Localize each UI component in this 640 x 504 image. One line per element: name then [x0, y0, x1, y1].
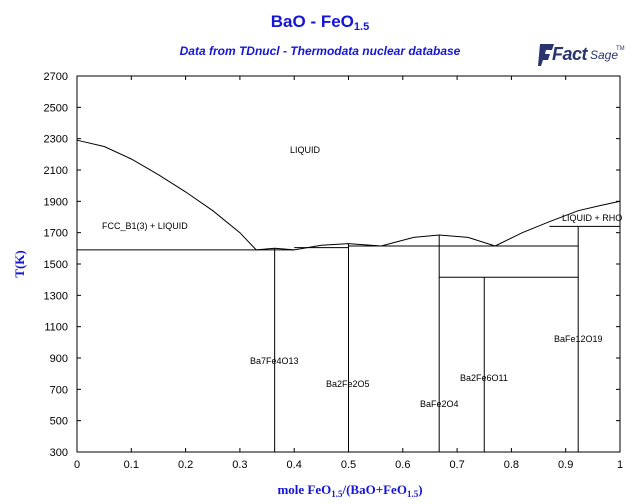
y-tick-label: 1500 [44, 259, 68, 271]
y-tick-label: 700 [50, 384, 68, 396]
x-tick-labels: 0 0.1 0.2 0.3 0.4 0.5 0.6 0.7 0.8 0.9 1 [74, 459, 623, 471]
y-tick-label: 500 [50, 416, 68, 428]
factsage-logo: Fact Sage TM [538, 40, 625, 72]
y-tick-label: 1900 [44, 196, 68, 208]
diagram-title: BaO - FeO1.5 [0, 12, 640, 33]
y-tick-labels: 300 500 700 900 1100 1300 1500 1700 1900 2100 2300… [44, 71, 68, 459]
y-tick-label: 900 [50, 353, 68, 365]
region-bafe12o19: BaFe12O19 [554, 334, 603, 344]
bafe12o19-liquidus-curve [494, 200, 621, 247]
xlabel-part-3: ) [418, 482, 423, 497]
x-tick-label: 0.9 [558, 459, 573, 471]
logo-trademark: TM [616, 46, 625, 52]
x-tick-label: 0.8 [504, 459, 519, 471]
x-tick-label: 1 [617, 459, 623, 471]
logo-fact: Fact [552, 44, 588, 64]
y-tick-label: 1100 [44, 322, 68, 334]
region-bafe2o4: BaFe2O4 [420, 399, 459, 409]
x-tick-label: 0.1 [124, 459, 139, 471]
region-ba2fe6o11: Ba2Fe6O11 [460, 373, 508, 383]
region-liquid: LIQUID [290, 145, 321, 155]
title-subscript: 1.5 [353, 21, 370, 33]
x-tick-label: 0.3 [232, 459, 247, 471]
y-tick-label: 1300 [44, 290, 68, 302]
y-tick-label: 2500 [44, 102, 68, 114]
region-liquid-rho: LIQUID + RHO [562, 213, 622, 223]
x-tick-label: 0 [74, 459, 80, 471]
logo-sage: Sage [590, 48, 619, 62]
ba2fe2o5-dome-curve [294, 243, 382, 251]
region-ba7fe4o13: Ba7Fe4O13 [250, 356, 299, 366]
ba7fe4o13-dome-curve [256, 247, 295, 251]
y-tick-label: 2700 [44, 71, 68, 83]
bafe2o4-dome-curve [380, 234, 496, 247]
region-ba2fe2o5: Ba2Fe2O5 [326, 379, 370, 389]
xlabel-part-2: /(BaO+FeO [342, 482, 407, 497]
diagram-subtitle: Data from TDnucl - Thermodata nuclear da… [179, 44, 461, 58]
y-tick-label: 1700 [44, 228, 68, 240]
fcc-liquidus-curve [76, 139, 257, 251]
region-fcc-liquid: FCC_B1(3) + LIQUID [102, 221, 188, 231]
x-tick-label: 0.4 [287, 459, 302, 471]
x-tick-label: 0.2 [178, 459, 193, 471]
phase-boundaries [76, 139, 621, 452]
y-tick-label: 2300 [44, 134, 68, 146]
factsage-emblem-icon [538, 44, 554, 66]
x-tick-label: 0.7 [449, 459, 464, 471]
y-tick-label: 300 [50, 447, 68, 459]
xlabel-sub-2: 1.5 [406, 489, 419, 499]
xlabel-part-1: mole FeO [277, 482, 332, 497]
x-tick-label: 0.5 [341, 459, 356, 471]
x-tick-label: 0.6 [395, 459, 410, 471]
xlabel-sub-1: 1.5 [331, 489, 343, 499]
title-main: BaO - FeO [270, 12, 354, 31]
y-tick-label: 2100 [44, 165, 68, 177]
x-axis-label: mole FeO1.5/(BaO+FeO1.5) [0, 482, 640, 499]
y-axis-label: T(K) [12, 250, 27, 277]
